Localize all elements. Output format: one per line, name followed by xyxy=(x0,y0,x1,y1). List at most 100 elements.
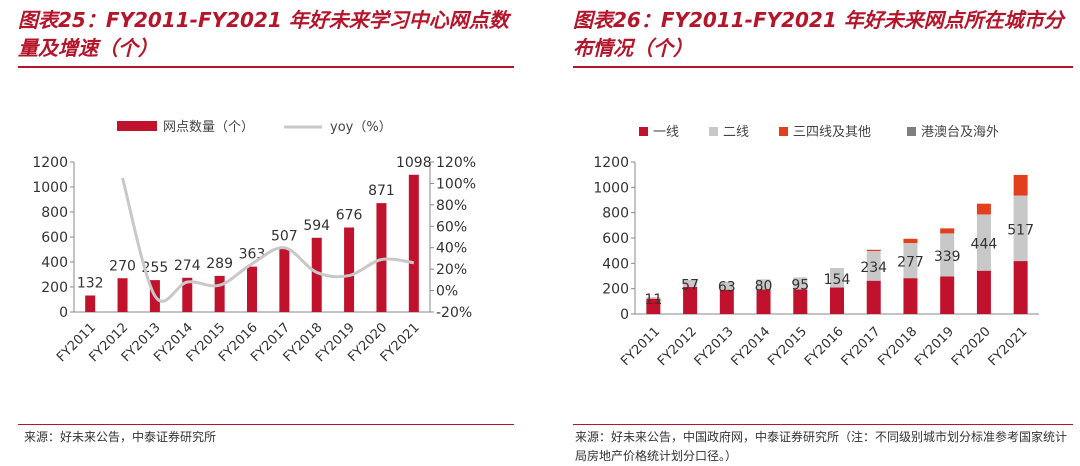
y-tick-label-right: 60% xyxy=(436,219,467,235)
legend-label-1: 二线 xyxy=(723,125,749,140)
bar-segment-0-FY2021 xyxy=(1013,261,1028,314)
bar-segment-0-FY2019 xyxy=(940,276,955,314)
bar-segment-2-FY2018 xyxy=(903,238,918,244)
bar-label-FY2015: 289 xyxy=(206,256,233,272)
y-tick-label-right: 80% xyxy=(436,198,467,214)
y-tick-label: 0 xyxy=(620,307,629,323)
y-tick-label: 800 xyxy=(602,206,629,222)
x-tick-label: FY2013 xyxy=(692,324,737,369)
bar-segment-0-FY2013 xyxy=(719,289,734,314)
chart-title-left: 图表25：FY2011-FY2021 年好未来学习中心网点数量及增速（个） xyxy=(18,8,509,60)
bar-label-FY2017: 507 xyxy=(271,229,298,245)
bar-FY2019 xyxy=(344,227,355,312)
x-tick-label: FY2019 xyxy=(912,324,957,369)
data-label-FY2013: 63 xyxy=(718,280,736,296)
bar-FY2012 xyxy=(117,278,128,312)
bar-FY2016 xyxy=(247,266,257,312)
source-rule-left xyxy=(18,424,514,425)
x-tick-label: FY2012 xyxy=(655,324,700,369)
legend-label-0: 一线 xyxy=(653,125,679,140)
x-tick-label: FY2016 xyxy=(802,324,847,369)
bar-segment-1-FY2012 xyxy=(683,279,698,288)
data-label-FY2014: 80 xyxy=(755,278,773,294)
bar-segment-1-FY2019 xyxy=(940,233,955,277)
bar-FY2014 xyxy=(182,277,193,312)
data-label-FY2015: 95 xyxy=(791,277,809,293)
y-tick-label-right: 0% xyxy=(436,284,458,300)
bar-segment-2-FY2021 xyxy=(1013,174,1028,196)
y-tick-label: 1200 xyxy=(593,155,629,171)
bar-label-FY2013: 255 xyxy=(142,260,169,276)
data-label-FY2019: 339 xyxy=(934,249,961,265)
bar-segment-1-FY2016 xyxy=(830,268,844,288)
bar-label-FY2016: 363 xyxy=(239,247,266,263)
stacked-bar-chart: 一线 二线 三四线及其他 港澳台及海外 0 200 400 600 800 1000 1200 11 F… xyxy=(593,124,1039,369)
bar-segment-2-FY2017 xyxy=(866,249,881,252)
bar-segment-1-FY2017 xyxy=(866,251,881,281)
bar-label-FY2020: 871 xyxy=(368,183,395,199)
bar-segment-0-FY2014 xyxy=(756,289,771,314)
x-tick-label: FY2011 xyxy=(618,324,663,369)
x-tick-label: FY2020 xyxy=(949,324,994,369)
bar-line-chart: 网点数量（个） yoy（%） 0 200 400 600 800 1000 1200 -20% 0%… xyxy=(32,120,476,365)
chart-title-right: 图表26：FY2011-FY2021 年好未来网点所在城市分布情况（个） xyxy=(573,8,1064,60)
bar-label-FY2012: 270 xyxy=(109,258,136,274)
bar-segment-1-FY2011 xyxy=(646,297,661,299)
bar-segment-1-FY2014 xyxy=(756,279,771,290)
bar-segment-2-FY2020 xyxy=(976,203,991,215)
legend-label-3: 港澳台及海外 xyxy=(921,124,999,140)
bar-label-FY2011: 132 xyxy=(77,276,104,292)
legend-swatch-2 xyxy=(779,127,788,136)
bar-segment-0-FY2016 xyxy=(830,287,844,314)
y-tick-label-right: 20% xyxy=(436,262,467,278)
legend-swatch-3 xyxy=(907,127,916,136)
bar-segment-1-FY2020 xyxy=(976,214,991,271)
y-tick-label: 1000 xyxy=(593,180,629,196)
x-tick-label: FY2015 xyxy=(765,324,810,369)
bar-segment-0-FY2017 xyxy=(866,280,881,314)
data-label-FY2016: 154 xyxy=(824,272,851,288)
y-tick-label-left: 200 xyxy=(41,280,68,296)
bar-segment-0-FY2012 xyxy=(683,287,698,314)
data-label-FY2012: 57 xyxy=(681,277,699,293)
title-rule-left xyxy=(18,66,514,68)
bar-segment-1-FY2015 xyxy=(793,277,808,290)
x-tick-label: FY2017 xyxy=(839,324,884,369)
data-label-FY2020: 444 xyxy=(971,237,998,253)
y-tick-label: 200 xyxy=(602,282,629,298)
y-tick-label-left: 1200 xyxy=(32,155,68,171)
bar-segment-1-FY2013 xyxy=(719,281,734,290)
bar-label-FY2019: 676 xyxy=(336,208,363,224)
title-rule-right xyxy=(573,66,1073,68)
y-tick-label: 600 xyxy=(602,231,629,247)
bar-segment-0-FY2011 xyxy=(646,298,661,314)
data-label-FY2021: 517 xyxy=(1007,222,1034,238)
bar-segment-0-FY2015 xyxy=(793,289,808,314)
source-note-right: 来源：好未来公告，中国政府网，中泰证券研究所（注：不同级别城市划分标准参考国家统… xyxy=(575,430,1068,463)
y-tick-label-right: 100% xyxy=(436,176,476,192)
y-tick-label-right: -20% xyxy=(436,305,472,321)
bar-label-FY2018: 594 xyxy=(303,218,330,234)
y-tick-label-right: 120% xyxy=(436,155,476,171)
legend-label-line: yoy（%） xyxy=(330,120,392,135)
data-label-FY2011: 11 xyxy=(644,292,662,308)
bar-label-FY2021: 1098 xyxy=(396,155,432,171)
x-tick-label: FY2018 xyxy=(875,324,920,369)
y-tick-label: 400 xyxy=(602,256,629,272)
bar-segment-1-FY2018 xyxy=(903,243,918,279)
legend-swatch-bars xyxy=(117,121,157,131)
y-tick-label-left: 0 xyxy=(59,305,68,321)
chart-panel-left: 图表25：FY2011-FY2021 年好未来学习中心网点数量及增速（个） 网点… xyxy=(0,0,520,466)
legend-label-bars: 网点数量（个） xyxy=(163,120,254,135)
bar-segment-2-FY2019 xyxy=(940,228,955,234)
yoy-line xyxy=(121,177,415,303)
bar-FY2020 xyxy=(376,203,387,312)
legend-swatch-1 xyxy=(709,127,718,136)
chart-panel-right: 图表26：FY2011-FY2021 年好未来网点所在城市分布情况（个） 一线 二… xyxy=(565,0,1080,466)
data-label-FY2018: 277 xyxy=(897,255,924,271)
data-label-FY2017: 234 xyxy=(860,260,887,276)
y-tick-label-left: 800 xyxy=(41,205,68,221)
x-tick-label: FY2014 xyxy=(728,324,773,369)
y-tick-label-left: 400 xyxy=(41,255,68,271)
bar-FY2021 xyxy=(408,174,419,312)
